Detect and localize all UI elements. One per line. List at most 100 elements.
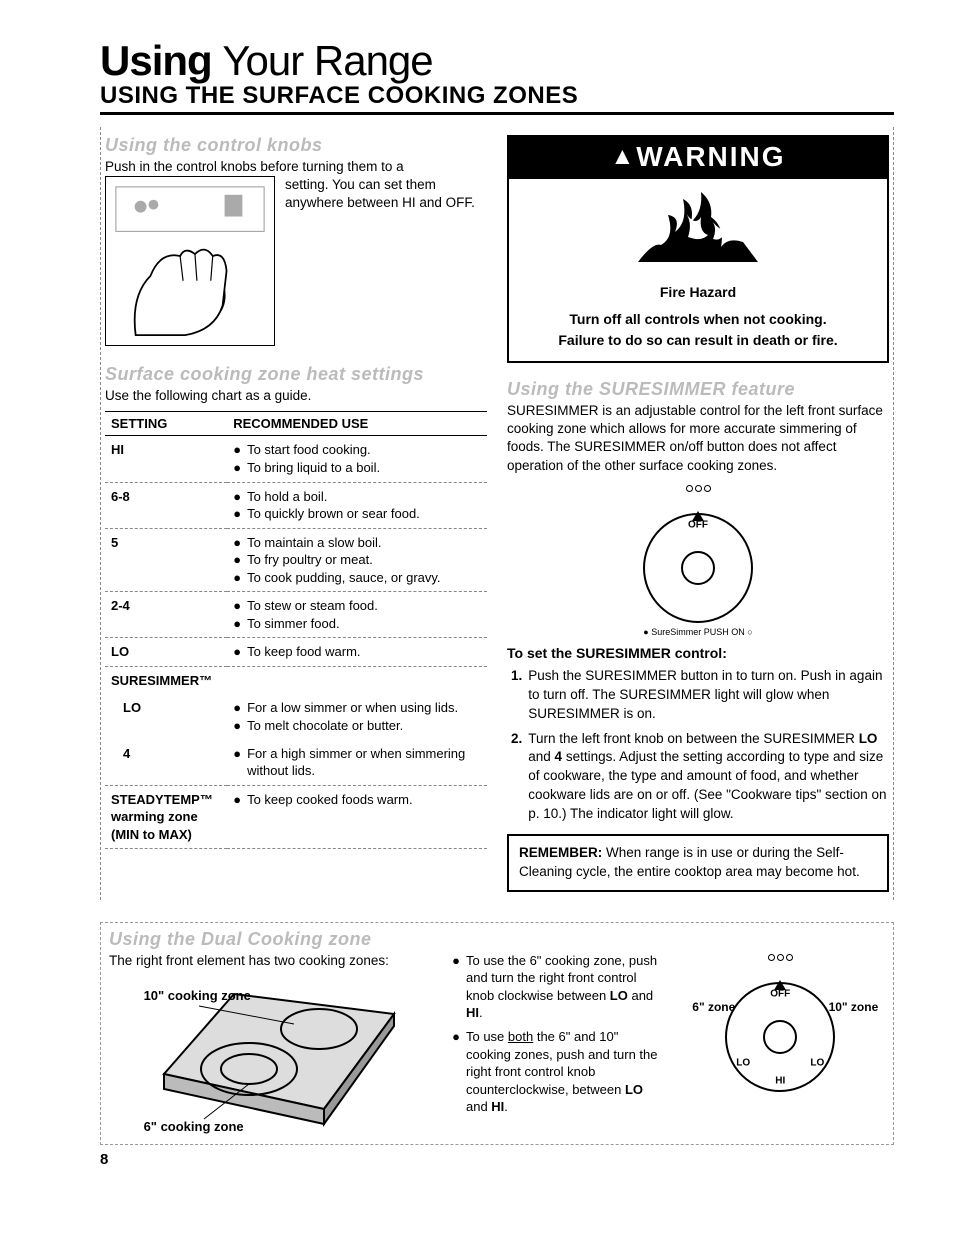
use-cell: ●To maintain a slow boil.●To fry poultry… xyxy=(227,528,487,592)
use-cell: ●To hold a boil.●To quickly brown or sea… xyxy=(227,482,487,528)
dual-left-block: The right front element has two cooking … xyxy=(109,952,438,1134)
suresimmer-steps-list: 1.Push the SURESIMMER button in to turn … xyxy=(511,667,889,824)
use-cell: ●To stew or steam food.●To simmer food. xyxy=(227,592,487,638)
heat-settings-intro: Use the following chart as a guide. xyxy=(105,387,487,405)
dial-off-label: OFF xyxy=(688,519,708,530)
indicator-lights-icon xyxy=(623,483,773,495)
use-cell: ●To keep cooked foods warm. xyxy=(227,785,487,849)
label-10in-zone: 10" cooking zone xyxy=(144,988,251,1003)
warning-triangle-icon: ▲ xyxy=(610,143,636,170)
suresimmer-row-label: SURESIMMER™ xyxy=(105,666,487,694)
use-bullet: ●To hold a boil. xyxy=(233,488,481,506)
table-header-use: RECOMMENDED USE xyxy=(227,412,487,436)
use-bullet: ●To simmer food. xyxy=(233,615,481,633)
dual-10in-label: 10" zone xyxy=(829,1000,879,1014)
setting-cell: 4 xyxy=(105,740,227,786)
label-6in-zone: 6" cooking zone xyxy=(144,1119,244,1134)
use-bullet: ●To bring liquid to a boil. xyxy=(233,459,481,477)
table-row: SURESIMMER™ xyxy=(105,666,487,694)
use-bullet: ●To stew or steam food. xyxy=(233,597,481,615)
dial-center-icon xyxy=(681,551,715,585)
use-cell: ●To keep food warm. xyxy=(227,638,487,667)
use-bullet: ●To start food cooking. xyxy=(233,441,481,459)
hand-knob-illustration xyxy=(105,176,275,346)
cooktop-illustration: 10" cooking zone 6" cooking zone xyxy=(144,974,404,1134)
suresimmer-dial-icon: OFF xyxy=(643,513,753,623)
warning-text-block: Fire Hazard Turn off all controls when n… xyxy=(509,278,887,361)
control-knobs-heading: Using the control knobs xyxy=(105,135,487,156)
list-item: 1.Push the SURESIMMER button in to turn … xyxy=(511,667,889,724)
dual-intro: The right front element has two cooking … xyxy=(109,952,438,970)
setting-cell: LO xyxy=(105,694,227,739)
setting-cell: LO xyxy=(105,638,227,667)
control-knobs-intro-line1: Push in the control knobs before turning… xyxy=(105,158,487,176)
title-words-2-3: Your Range xyxy=(222,37,432,84)
use-cell: ●To start food cooking.●To bring liquid … xyxy=(227,436,487,482)
warning-header: ▲WARNING xyxy=(509,137,887,179)
use-cell: ●For a high simmer or when simmering wit… xyxy=(227,740,487,786)
setting-cell: STEADYTEMP™warming zone(MIN to MAX) xyxy=(105,785,227,849)
table-row: 2-4●To stew or steam food.●To simmer foo… xyxy=(105,592,487,638)
control-knobs-intro-line2: setting. You can set them anywhere betwe… xyxy=(285,176,487,346)
remember-box: REMEMBER: When range is in use or during… xyxy=(507,834,889,892)
dual-dial-center-icon xyxy=(763,1020,797,1054)
dual-off-label: OFF xyxy=(770,988,790,999)
suresimmer-knob-figure: OFF ● SureSimmer PUSH ON ○ xyxy=(623,483,773,637)
suresimmer-paragraph: SURESIMMER is an adjustable control for … xyxy=(507,402,889,475)
table-row: LO ●To keep food warm. xyxy=(105,638,487,667)
table-row: 4●For a high simmer or when simmering wi… xyxy=(105,740,487,786)
left-column: Using the control knobs Push in the cont… xyxy=(105,135,487,892)
dual-indicator2-icon xyxy=(676,966,885,978)
use-bullet: ●To maintain a slow boil. xyxy=(233,534,481,552)
table-header-setting: SETTING xyxy=(105,412,227,436)
remember-label: REMEMBER: xyxy=(519,845,602,860)
fire-icon xyxy=(633,187,763,267)
use-bullet: ●To melt chocolate or butter. xyxy=(233,717,481,735)
suresimmer-heading: Using the SURESIMMER feature xyxy=(507,379,889,400)
right-column: ▲WARNING Fire Hazard Turn off all contro… xyxy=(507,135,889,892)
page-number: 8 xyxy=(100,1151,894,1168)
fire-hazard-label: Fire Hazard xyxy=(523,282,873,303)
page-subtitle: USING THE SURFACE COOKING ZONES xyxy=(100,82,894,115)
list-item: 2.Turn the left front knob on between th… xyxy=(511,730,889,824)
warning-box: ▲WARNING Fire Hazard Turn off all contro… xyxy=(507,135,889,363)
dual-dial-icon: OFF LO LO HI xyxy=(725,982,835,1092)
fire-illustration xyxy=(509,179,887,278)
dual-bullets-block: ●To use the 6" cooking zone, push and tu… xyxy=(452,952,661,1134)
two-column-layout: Using the control knobs Push in the cont… xyxy=(100,127,894,900)
suresimmer-button-caption: ● SureSimmer PUSH ON ○ xyxy=(623,627,773,637)
use-bullet: ●To keep food warm. xyxy=(233,643,481,661)
use-bullet: ●To fry poultry or meat. xyxy=(233,551,481,569)
dual-6in-label: 6" zone xyxy=(692,1000,735,1014)
page-main-title: Using Your Range xyxy=(100,40,894,82)
knob-intro-block: setting. You can set them anywhere betwe… xyxy=(105,176,487,346)
set-suresimmer-title: To set the SURESIMMER control: xyxy=(507,645,889,661)
dual-knob-block: 6" zone 10" zone OFF LO LO HI xyxy=(676,952,885,1134)
use-bullet: ●To quickly brown or sear food. xyxy=(233,505,481,523)
warning-header-text: WARNING xyxy=(636,141,785,172)
dual-indicator-icon xyxy=(676,952,885,964)
use-bullet: ●To cook pudding, sauce, or gravy. xyxy=(233,569,481,587)
use-bullet: ●For a high simmer or when simmering wit… xyxy=(233,745,481,780)
heat-settings-table: SETTING RECOMMENDED USE HI●To start food… xyxy=(105,411,487,849)
indicator-lights-row2-icon xyxy=(623,497,773,509)
table-row: 6-8●To hold a boil.●To quickly brown or … xyxy=(105,482,487,528)
hand-knob-svg xyxy=(106,177,274,345)
table-row: 5●To maintain a slow boil.●To fry poultr… xyxy=(105,528,487,592)
heat-settings-heading: Surface cooking zone heat settings xyxy=(105,364,487,385)
warning-line-2: Failure to do so can result in death or … xyxy=(523,330,873,351)
setting-cell: HI xyxy=(105,436,227,482)
setting-cell: 2-4 xyxy=(105,592,227,638)
list-item: ●To use both the 6" and 10" cooking zone… xyxy=(452,1028,661,1116)
table-row: STEADYTEMP™warming zone(MIN to MAX)●To k… xyxy=(105,785,487,849)
table-row: LO●For a low simmer or when using lids.●… xyxy=(105,694,487,739)
title-word-1: Using xyxy=(100,37,212,84)
list-item: ●To use the 6" cooking zone, push and tu… xyxy=(452,952,661,1022)
use-bullet: ●For a low simmer or when using lids. xyxy=(233,699,481,717)
dual-cooking-section: Using the Dual Cooking zone The right fr… xyxy=(100,922,894,1145)
use-cell: ●For a low simmer or when using lids.●To… xyxy=(227,694,487,739)
warning-line-1: Turn off all controls when not cooking. xyxy=(523,309,873,330)
setting-cell: 6-8 xyxy=(105,482,227,528)
table-row: HI●To start food cooking.●To bring liqui… xyxy=(105,436,487,482)
dual-heading: Using the Dual Cooking zone xyxy=(109,929,885,950)
